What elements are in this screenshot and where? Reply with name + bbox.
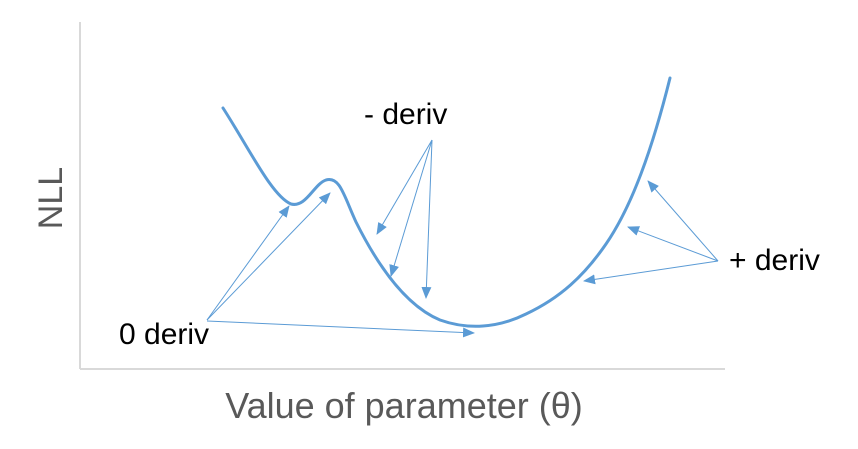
pos-deriv-arrow-2 [627,226,719,262]
pos-deriv-arrow-3 [583,260,719,285]
zero-deriv-arrow-global-min [206,320,475,338]
pos-deriv-label: + deriv [729,244,820,277]
y-axis-label: NLL [32,167,70,229]
x-axis-label: Value of parameter (θ) [225,385,583,426]
neg-deriv-arrows [376,139,433,299]
zero-deriv-label: 0 deriv [119,318,209,351]
zero-deriv-arrow-local-min [206,205,290,321]
neg-deriv-label: - deriv [364,98,447,131]
neg-deriv-arrow-3 [421,139,433,299]
nll-curve [221,76,672,328]
zero-deriv-arrows [206,192,475,338]
neg-deriv-arrow-2 [389,139,433,277]
pos-deriv-arrow-1 [647,180,719,262]
neg-deriv-arrow-1 [376,139,433,235]
zero-deriv-arrow-local-max [206,192,331,321]
pos-deriv-arrows [583,180,719,285]
